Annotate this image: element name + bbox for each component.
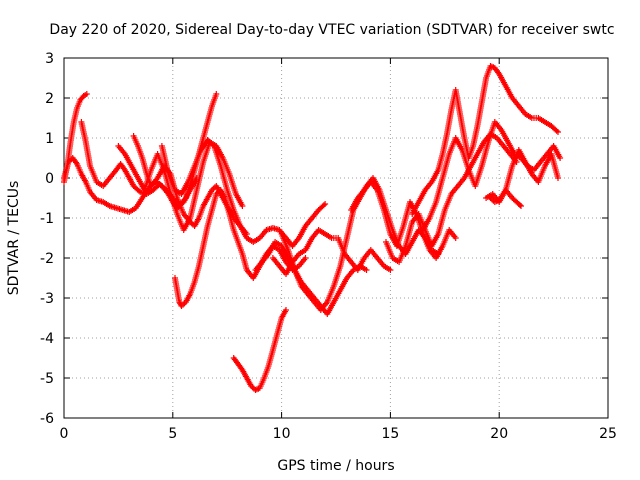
y-tick-label: -1 — [40, 211, 54, 227]
y-tick-label: 0 — [45, 171, 54, 187]
plot-frame — [63, 57, 609, 419]
x-tick-label: 0 — [60, 426, 69, 442]
y-tick-label: 2 — [45, 91, 54, 107]
x-tick-label: 10 — [273, 426, 291, 442]
y-tick-label: 1 — [45, 131, 54, 147]
y-tick-label: -4 — [40, 331, 54, 347]
series-track-6 — [158, 137, 329, 249]
y-tick-label: 3 — [45, 51, 54, 67]
series-track-17 — [487, 187, 524, 209]
y-tick-label: -6 — [40, 411, 54, 427]
x-axis-title: GPS time / hours — [277, 458, 394, 474]
series-track-10 — [269, 227, 394, 277]
chart-title: Day 220 of 2020, Sidereal Day-to-day VTE… — [49, 22, 614, 38]
y-tick-label: -2 — [40, 251, 54, 267]
y-tick-label: -3 — [40, 291, 54, 307]
tick-labels: 0 5 10 15 20 25 -6 -5 -4 -3 -2 -1 0 1 2 3 — [40, 51, 617, 442]
y-tick-label: -5 — [40, 371, 54, 387]
x-tick-label: 25 — [599, 426, 617, 442]
series-layer — [61, 63, 564, 393]
y-axis-title: SDTVAR / TECUs — [6, 181, 22, 296]
x-tick-label: 20 — [490, 426, 508, 442]
series-track-14 — [409, 63, 561, 217]
x-tick-label: 15 — [381, 426, 399, 442]
series-track-4 — [115, 139, 246, 233]
x-tick-label: 5 — [168, 426, 177, 442]
series-track-8 — [230, 307, 289, 393]
ticks — [63, 57, 609, 419]
